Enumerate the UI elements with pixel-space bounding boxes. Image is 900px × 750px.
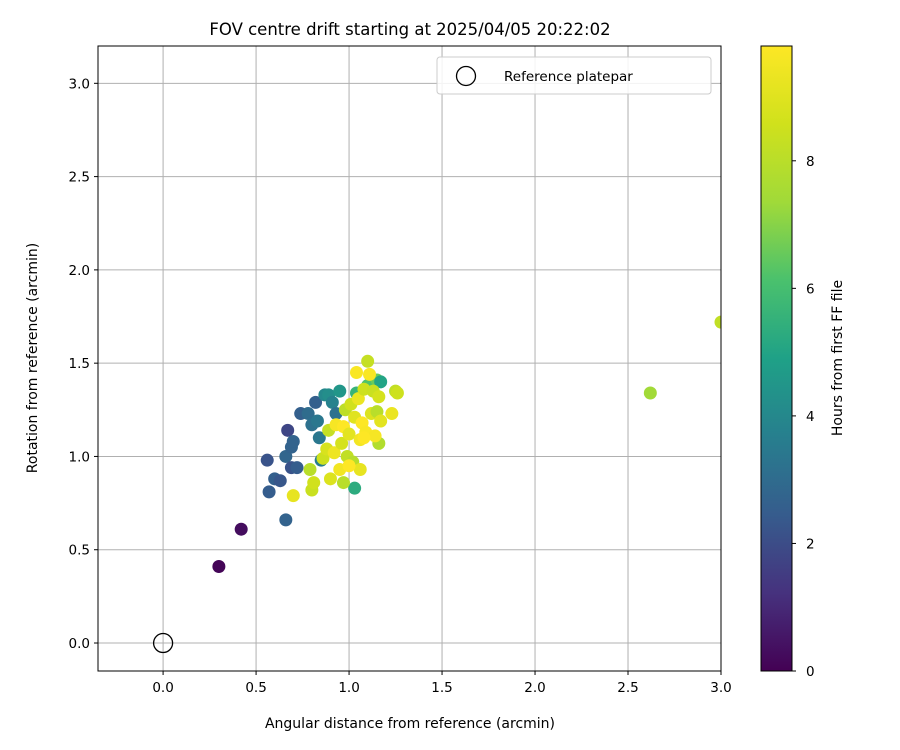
x-ticks: 0.0 0.5 1.0 1.5 2.0 2.5 3.0 — [152, 671, 732, 696]
data-point — [286, 489, 300, 503]
chart-title: FOV centre drift starting at 2025/04/05 … — [209, 20, 610, 39]
data-point — [262, 485, 276, 499]
data-point — [390, 386, 404, 400]
colorbar-tick-label: 2 — [806, 536, 815, 552]
data-point — [714, 315, 721, 329]
y-axis-label: Rotation from reference (arcmin) — [25, 243, 41, 473]
reference-point-marker — [152, 632, 174, 654]
plot-frame — [97, 45, 722, 672]
data-point — [310, 414, 324, 428]
data-point — [303, 463, 317, 477]
x-tick-label: 2.5 — [617, 680, 638, 696]
colorbar-gradient — [760, 45, 793, 672]
data-point — [335, 436, 349, 450]
y-ticks: 0.0 0.5 1.0 1.5 2.0 2.5 3.0 — [69, 76, 98, 652]
data-point — [290, 461, 304, 475]
data-point — [309, 395, 323, 409]
x-tick-label: 1.5 — [431, 680, 452, 696]
colorbar-tick-label: 4 — [806, 409, 815, 425]
data-point — [279, 449, 293, 463]
data-point — [385, 407, 399, 421]
data-point — [353, 463, 367, 477]
data-point — [349, 365, 363, 379]
data-point — [348, 481, 362, 495]
x-tick-label: 2.0 — [524, 680, 545, 696]
legend: Reference platepar — [436, 56, 712, 95]
grid — [98, 46, 722, 671]
y-tick-label: 2.0 — [69, 263, 90, 279]
y-tick-label: 0.5 — [69, 543, 90, 559]
x-tick-label: 1.0 — [338, 680, 359, 696]
data-point — [372, 390, 386, 404]
data-point — [333, 384, 347, 398]
data-point — [351, 392, 365, 406]
x-tick-label: 0.5 — [245, 680, 266, 696]
data-point — [643, 386, 657, 400]
data-point — [342, 459, 356, 473]
data-point — [361, 354, 375, 368]
data-point — [374, 414, 388, 428]
x-tick-label: 3.0 — [710, 680, 731, 696]
data-point — [325, 395, 339, 409]
colorbar-tick-label: 0 — [806, 664, 815, 680]
legend-box — [436, 56, 712, 95]
data-point — [368, 429, 382, 443]
colorbar-ticks: 0 2 4 6 8 — [792, 154, 815, 680]
data-points — [212, 315, 721, 574]
data-point — [323, 472, 337, 486]
colorbar-tick-label: 8 — [806, 154, 815, 170]
data-point — [286, 435, 300, 449]
colorbar: 0 2 4 6 8 Hours from first FF file — [760, 45, 846, 680]
data-point — [342, 427, 356, 441]
colorbar-label: Hours from first FF file — [830, 280, 846, 436]
data-point — [327, 446, 341, 460]
data-point — [234, 522, 248, 536]
data-point — [301, 407, 315, 421]
x-axis-label: Angular distance from reference (arcmin) — [265, 716, 555, 732]
data-point — [312, 431, 326, 445]
y-tick-label: 3.0 — [69, 76, 90, 92]
data-point — [336, 476, 350, 490]
legend-marker-circle — [455, 65, 477, 87]
legend-label: Reference platepar — [504, 69, 633, 85]
data-point — [279, 513, 293, 527]
y-tick-label: 1.5 — [69, 356, 90, 372]
y-tick-label: 1.0 — [69, 449, 90, 465]
data-point — [273, 474, 287, 488]
data-point — [357, 431, 371, 445]
data-point — [260, 453, 274, 467]
data-point — [281, 423, 295, 437]
data-point — [212, 560, 226, 574]
colorbar-tick-label: 6 — [806, 281, 815, 297]
data-point — [363, 367, 377, 381]
y-tick-label: 0.0 — [69, 636, 90, 652]
y-tick-label: 2.5 — [69, 170, 90, 186]
data-point — [307, 476, 321, 490]
x-tick-label: 0.0 — [152, 680, 173, 696]
data-point — [374, 375, 388, 389]
